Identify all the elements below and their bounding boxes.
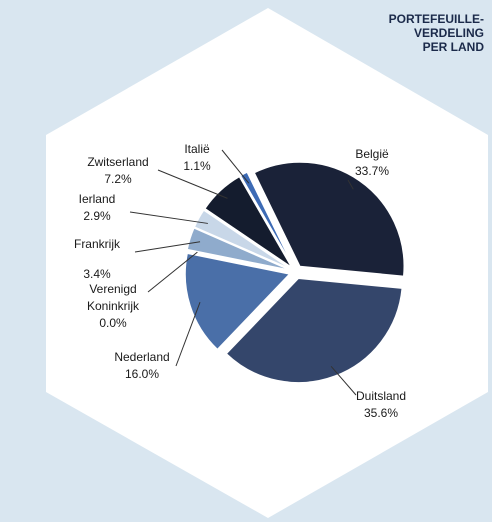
value-label: 16.0% [125,367,159,381]
slice-label: Duitsland [356,389,406,403]
slice-label: Frankrijk [74,237,121,251]
slice-label: Italië [184,142,210,156]
leader-line [330,365,357,396]
leader-line [175,301,201,367]
pie-slice [193,209,291,270]
pie [184,161,405,383]
slice-label: Zwitserland [87,155,148,169]
slice-label: Verenigd Koninkrijk [87,282,140,313]
pie-slice [225,278,403,383]
value-label: 0.0% [99,316,127,330]
value-label: 35.6% [364,406,398,420]
pie-slice [240,171,294,267]
pie-slice [184,252,291,350]
slice-label: Nederland [114,350,169,364]
slice-label: België [355,147,389,161]
pie-slice [253,161,405,277]
slice-label: Ierland [79,192,116,206]
leader-line [129,211,208,224]
value-label: 7.2% [104,172,132,186]
leader-line [134,241,201,253]
chart-title: VERDELING [414,26,484,40]
value-label: 2.9% [83,209,111,223]
leader-line [147,251,198,293]
chart-title: PORTEFEUILLE- [389,12,484,26]
pie-slice [204,176,292,268]
value-label: 33.7% [355,164,389,178]
value-label: 3.4% [83,267,111,281]
labels: België 33.7% Duitsland 35.6% Nederland 16.0% V… [74,142,406,420]
leader-line [347,179,354,190]
pie-slice [186,227,290,271]
value-label: 1.1% [183,159,211,173]
chart-title: PER LAND [423,40,485,54]
leader-line [221,149,250,184]
leader-line [157,169,228,199]
